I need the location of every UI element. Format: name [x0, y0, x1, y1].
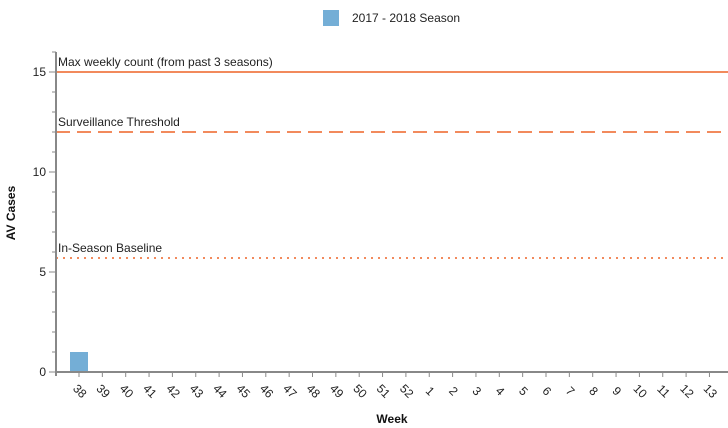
x-tick-label: 52 — [397, 381, 417, 401]
x-tick-label: 2 — [446, 384, 461, 399]
x-tick-label: 11 — [654, 382, 673, 401]
x-tick-label: 45 — [234, 381, 254, 401]
x-tick-label: 40 — [117, 381, 137, 401]
bars — [70, 352, 88, 372]
x-tick-label: 48 — [304, 381, 324, 401]
reference-line-label: Max weekly count (from past 3 seasons) — [58, 55, 273, 69]
reference-line-label: In-Season Baseline — [58, 241, 162, 255]
x-tick-label: 13 — [701, 381, 721, 401]
x-tick-label: 4 — [493, 384, 508, 399]
x-tick-label: 44 — [210, 381, 230, 401]
y-tick-label: 5 — [39, 265, 46, 279]
bar-week-38 — [70, 352, 88, 372]
x-tick-label: 47 — [280, 381, 300, 401]
x-tick-label: 8 — [586, 384, 601, 399]
x-tick-label: 10 — [631, 381, 651, 401]
y-tick-label: 15 — [33, 65, 47, 79]
x-tick-label: 39 — [94, 381, 114, 401]
x-tick-label: 5 — [516, 384, 531, 399]
legend-swatch — [323, 10, 339, 26]
x-tick-label: 12 — [677, 381, 697, 401]
x-tick-label: 46 — [257, 381, 277, 401]
x-tick-label: 51 — [374, 381, 394, 401]
x-tick-label: 9 — [610, 384, 625, 399]
reference-line-label: Surveillance Threshold — [58, 115, 180, 129]
x-tick-label: 38 — [70, 381, 90, 401]
y-axis: 0 5 10 15 — [33, 51, 57, 379]
x-axis: 38 39 40 41 42 43 44 45 46 47 48 49 50 51 52 1 2 3 4 5 6 7 8 9 1… — [56, 371, 728, 401]
x-tick-label: 6 — [540, 384, 555, 399]
y-axis-title: AV Cases — [4, 185, 18, 240]
x-tick-label: 1 — [423, 384, 438, 399]
x-axis-title: Week — [376, 412, 407, 426]
x-tick-label: 43 — [187, 381, 207, 401]
reference-lines: Max weekly count (from past 3 seasons) Su… — [56, 55, 728, 259]
x-tick-label: 41 — [140, 381, 160, 401]
x-tick-label: 50 — [350, 381, 370, 401]
y-tick-label: 10 — [33, 165, 47, 179]
y-tick-label: 0 — [39, 365, 46, 379]
x-tick-label: 3 — [469, 384, 484, 399]
x-tick-label: 7 — [563, 384, 578, 399]
x-tick-label: 49 — [327, 381, 347, 401]
x-tick-label: 42 — [164, 381, 184, 401]
legend: 2017 - 2018 Season — [323, 10, 460, 26]
legend-label: 2017 - 2018 Season — [352, 11, 460, 25]
